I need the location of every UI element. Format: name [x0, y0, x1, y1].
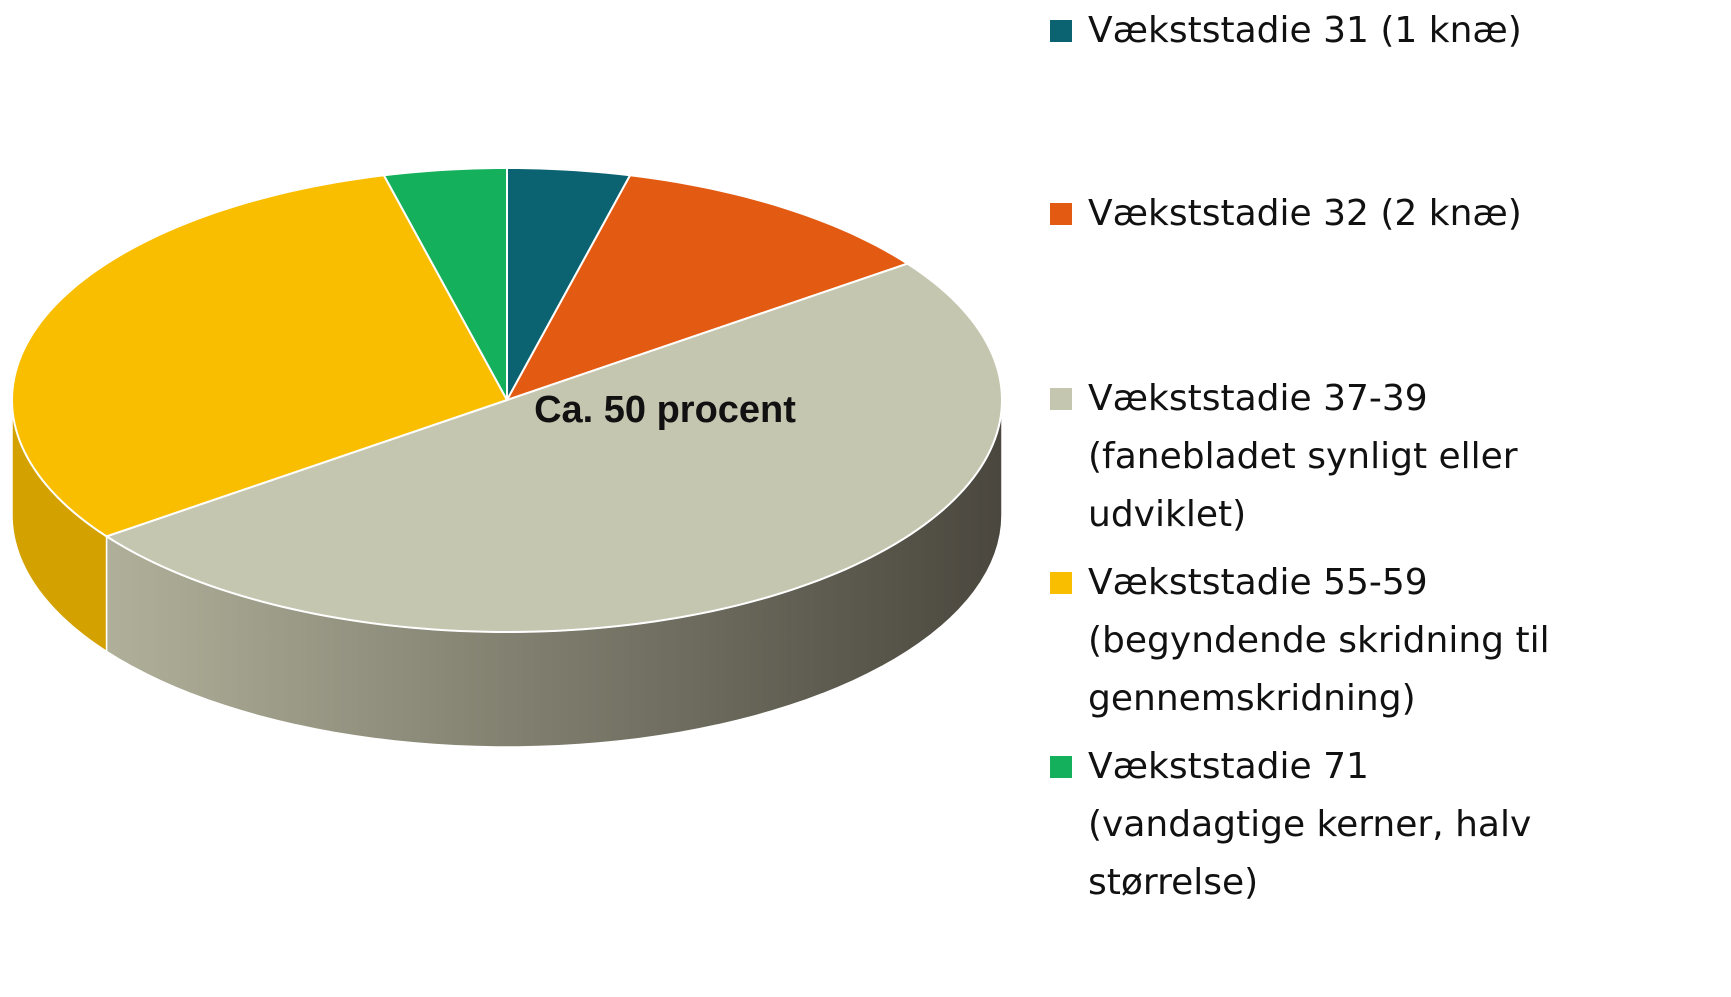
legend-swatch: [1050, 20, 1072, 42]
pie: [11, 166, 1003, 748]
legend-swatch: [1050, 203, 1072, 225]
legend-label: Vækststadie 55-59 (begyndende skridning …: [1088, 562, 1550, 719]
pie-slice: [11, 174, 509, 538]
legend-label: Vækststadie 31 (1 knæ): [1088, 10, 1522, 51]
pie-slice: [382, 166, 508, 401]
legend-label: Vækststadie 71 (vandagtige kerner, halv …: [1088, 746, 1532, 903]
annotation: Ca. 50 procent: [534, 389, 796, 431]
pie-slice: [504, 174, 910, 402]
legend-swatch: [1050, 572, 1072, 594]
legend-swatch: [1050, 756, 1072, 778]
legend-label: Vækststadie 32 (2 knæ): [1088, 193, 1522, 234]
legend-swatch: [1050, 388, 1072, 410]
pie-slice: [104, 262, 1003, 633]
legend-label: Vækststadie 37-39 (fanebladet synligt el…: [1088, 378, 1518, 535]
